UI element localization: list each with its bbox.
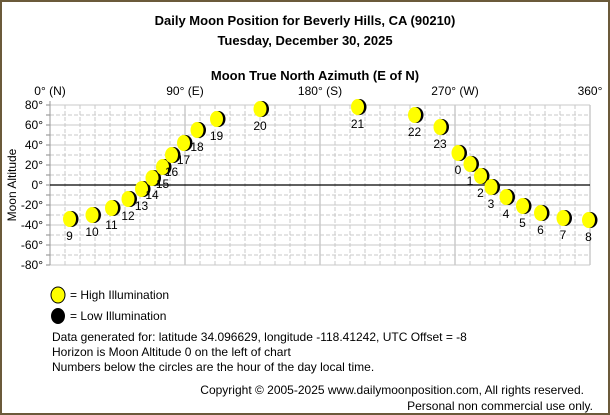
chart-subtitle: Tuesday, December 30, 2025: [217, 33, 393, 48]
y-tick-label: 0°: [32, 178, 44, 192]
legend-high-label: = High Illumination: [70, 288, 170, 302]
y-tick-label: 80°: [25, 98, 43, 112]
moon-point: [451, 145, 465, 161]
x-tick-label: 0° (N): [34, 84, 65, 98]
moon-point: [135, 181, 148, 197]
moon-point: [156, 159, 169, 175]
y-tick-label: 20°: [25, 158, 43, 172]
hour-label: 19: [210, 129, 224, 143]
legend-low-swatch: [51, 308, 65, 324]
x-axis-title: Moon True North Azimuth (E of N): [210, 68, 420, 83]
hour-label: 8: [585, 230, 592, 244]
hour-label: 9: [66, 229, 73, 243]
hour-label: 6: [537, 223, 544, 237]
moon-point: [484, 179, 498, 195]
moon-point: [63, 211, 76, 227]
y-tick-label: 60°: [25, 118, 43, 132]
hour-label: 16: [165, 165, 179, 179]
moon-point: [177, 135, 190, 151]
y-axis-title: Moon Altitude: [5, 148, 19, 221]
usage-note: Personal non commercial use only.: [407, 399, 593, 413]
hour-label: 11: [105, 218, 118, 232]
hour-label: 1: [467, 174, 474, 188]
note-horizon: Horizon is Moon Altitude 0 on the left o…: [52, 345, 291, 359]
plot-area: 80° 60° 40° 20° 0° -20° -40° -60° -80° 0° (N) 90° …: [5, 84, 603, 272]
x-tick-label: 360°: [578, 84, 603, 98]
moon-point: [210, 111, 223, 127]
hour-label: 10: [85, 225, 99, 239]
hour-label: 18: [190, 140, 204, 154]
x-tick-label: 90° (E): [166, 84, 203, 98]
moon-point: [582, 212, 595, 228]
hour-label: 23: [433, 137, 447, 151]
hour-label: 20: [253, 119, 267, 133]
hour-label: 22: [408, 125, 422, 139]
y-tick-label: -40°: [21, 218, 43, 232]
chart-title: Daily Moon Position for Beverly Hills, C…: [154, 13, 456, 28]
x-tick-label: 270° (W): [431, 84, 478, 98]
x-tick-label: 180° (S): [298, 84, 342, 98]
moon-point: [105, 200, 118, 216]
hour-label: 5: [519, 216, 526, 230]
moon-point: [499, 189, 513, 205]
copyright: Copyright © 2005-2025 www.dailymoonposit…: [200, 383, 584, 397]
moon-point: [253, 101, 267, 117]
hour-label: 4: [503, 207, 510, 221]
legend-low-label: = Low Illumination: [70, 309, 167, 323]
y-tick-label: -60°: [21, 238, 43, 252]
hour-label: 12: [121, 209, 135, 223]
moon-point: [165, 147, 178, 163]
moon-point: [534, 205, 547, 221]
moon-point: [145, 170, 159, 186]
legend-high-swatch: [50, 286, 66, 304]
y-tick-label: -80°: [21, 258, 43, 272]
y-tick-label: 40°: [25, 138, 43, 152]
moon-point: [351, 99, 364, 115]
hour-label: 17: [177, 153, 191, 167]
moon-point: [463, 156, 477, 172]
note-hours: Numbers below the circles are the hour o…: [52, 360, 375, 374]
hour-label: 7: [560, 228, 567, 242]
moon-point: [474, 168, 487, 184]
moon-point: [408, 107, 421, 123]
moon-point: [516, 198, 529, 214]
y-tick-label: -20°: [21, 198, 43, 212]
hour-label: 2: [477, 186, 484, 200]
moon-point: [85, 207, 99, 223]
note-location: Data generated for: latitude 34.096629, …: [52, 330, 467, 344]
hour-label: 21: [351, 117, 365, 131]
hour-label: 13: [135, 199, 149, 213]
moon-point: [190, 122, 204, 138]
hour-label: 14: [145, 188, 159, 202]
moon-point: [433, 119, 447, 135]
moon-point: [121, 191, 135, 207]
moon-point: [556, 210, 570, 226]
hour-label: 0: [455, 163, 462, 177]
hour-label: 3: [488, 197, 495, 211]
hour-label: 15: [156, 177, 170, 191]
